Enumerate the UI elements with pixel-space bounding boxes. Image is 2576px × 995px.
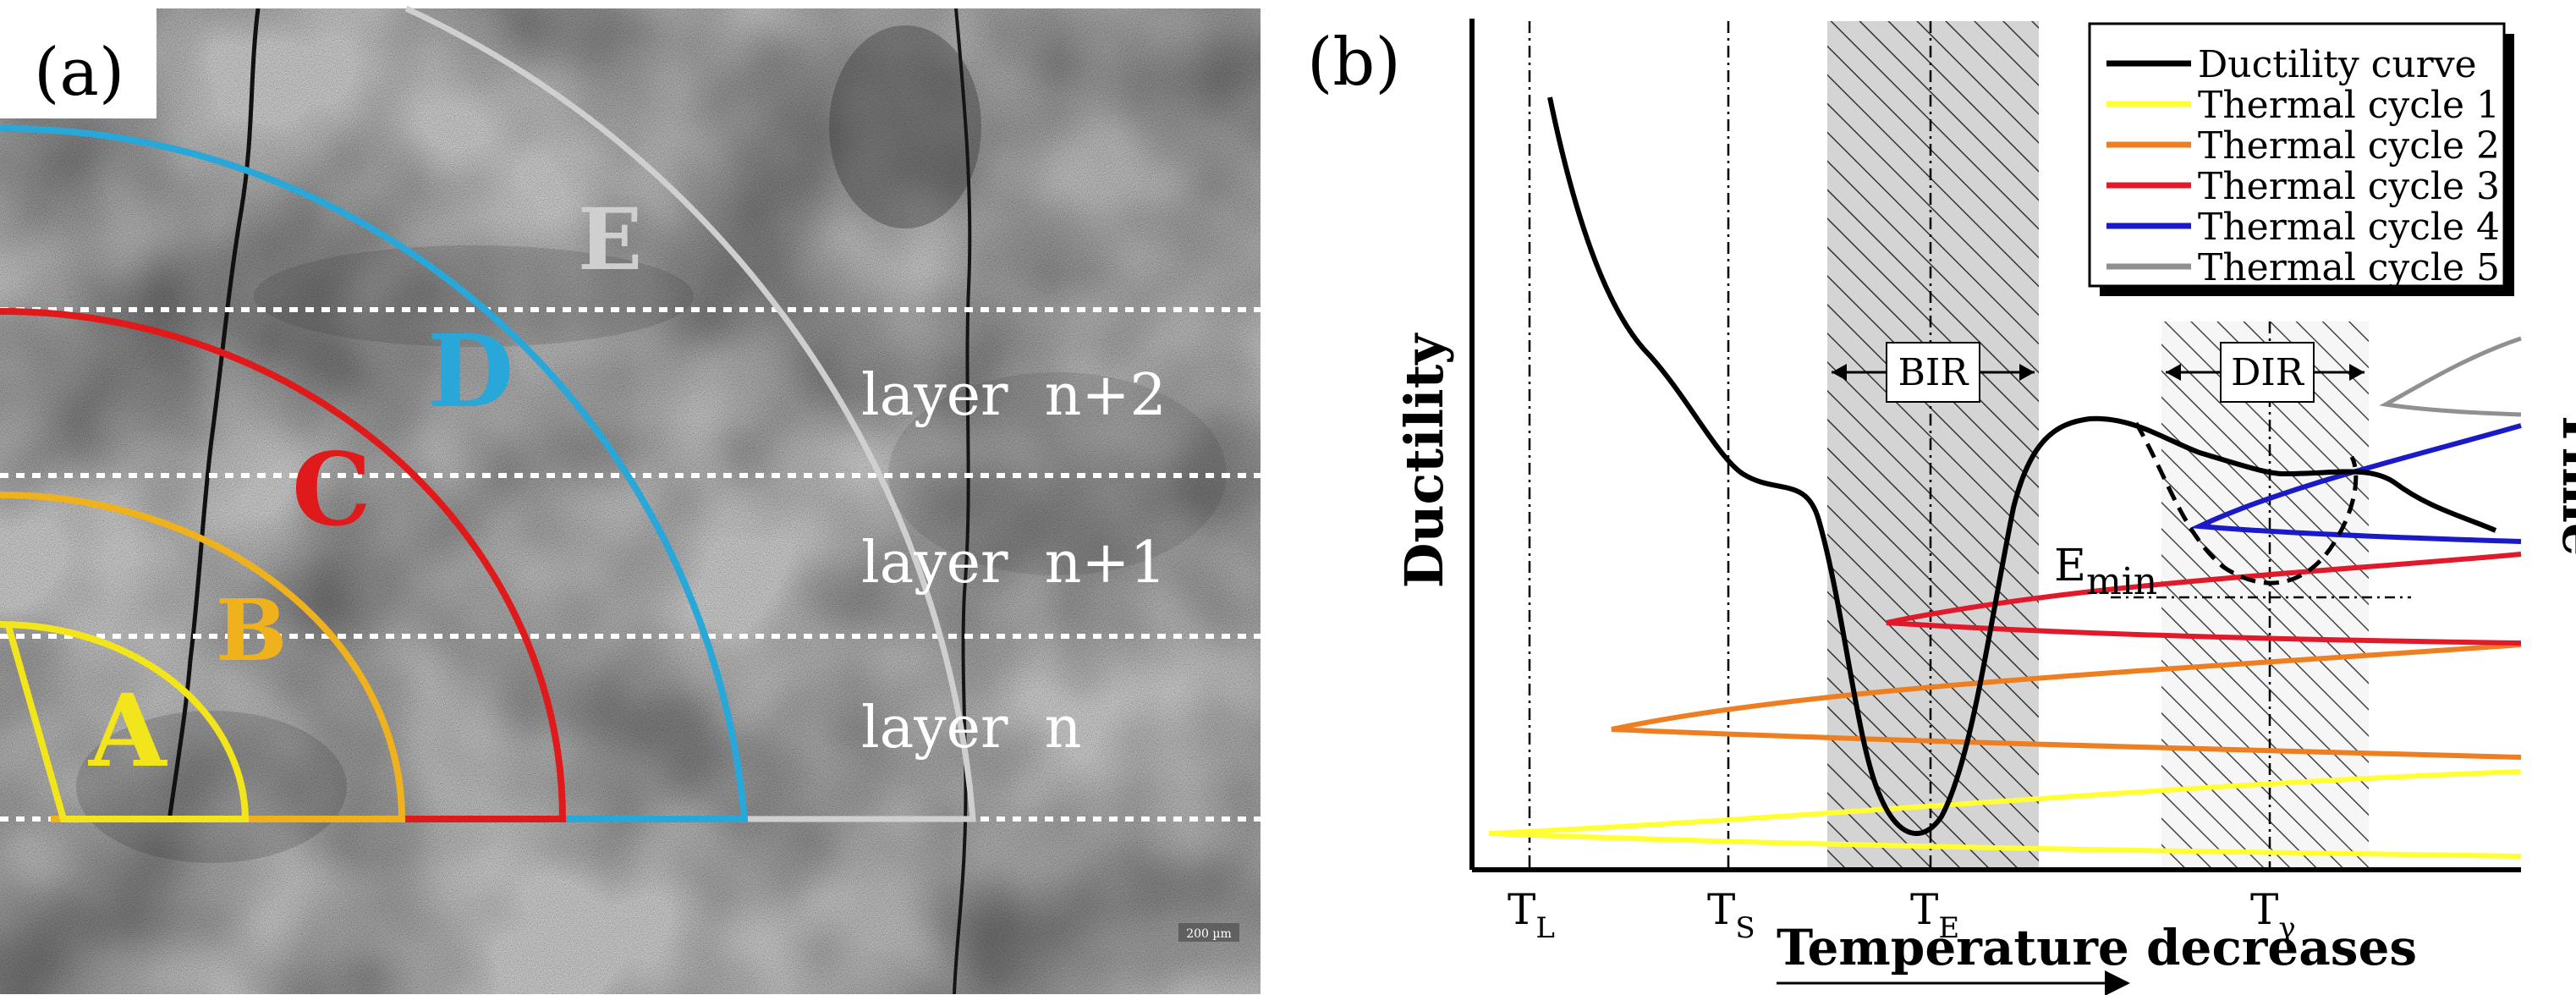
legend-box [2088, 22, 2506, 288]
tick-label-tl: TL [1508, 885, 1555, 945]
panel-b: (b) Emin [1307, 19, 2576, 995]
legend-label-6: Thermal cycle 5 [2198, 246, 2500, 289]
panel-a: (a) A B C D E layer n+2 layer n+1 layer … [0, 0, 1261, 994]
emin-label: Emin [2054, 541, 2157, 603]
tick-label-ts: TS [1707, 885, 1755, 945]
thermal-cycle-4-curve [2189, 423, 2522, 544]
dir-box [2220, 342, 2315, 403]
temperature-marker-lines [1528, 21, 2271, 870]
y-axis-label: Ductility [1393, 333, 1455, 589]
panel-a-label-bg [0, 0, 157, 118]
legend-label-2: Thermal cycle 1 [2198, 84, 2500, 127]
region-a-label: A [88, 672, 168, 789]
tick-ts-main: T [1707, 885, 1735, 934]
panel-a-label: (a) [34, 35, 124, 111]
layer-label-n: layer n [861, 695, 1081, 761]
layer-label-n-plus-1: layer n+1 [861, 530, 1167, 596]
tick-label-tg: Tγ [2250, 885, 2296, 945]
scale-bar-label: 200 µm [1186, 927, 1232, 941]
bir-box [1886, 342, 1980, 403]
legend-label-4: Thermal cycle 3 [2198, 165, 2500, 208]
crack-right [953, 8, 972, 994]
layer-label-n-plus-2: layer n+2 [861, 362, 1167, 429]
legend-label-5: Thermal cycle 4 [2198, 206, 2500, 249]
scale-bar: 200 µm [1178, 923, 1239, 942]
region-b-label: B [216, 580, 288, 680]
tick-tl-main: T [1508, 885, 1535, 934]
dir-label: DIR [2231, 351, 2305, 394]
bir-label: BIR [1898, 351, 1970, 394]
thermal-cycle-1-curve [1488, 769, 2522, 859]
emin-sub: min [2086, 560, 2157, 603]
region-a-boundary [0, 621, 250, 822]
region-b-boundary [0, 492, 406, 822]
dir-annotation: DIR [2166, 342, 2365, 403]
region-c-label: C [292, 431, 371, 548]
bir-annotation: BIR [1832, 342, 2035, 403]
region-d-boundary [0, 124, 749, 822]
emin-main: E [2054, 541, 2086, 591]
tick-label-te: TE [1910, 885, 1959, 945]
micrograph-image [0, 8, 1261, 994]
panel-b-label: (b) [1307, 25, 1401, 101]
tick-te-sub: E [1938, 911, 1959, 945]
tick-tg-main: T [2250, 885, 2278, 934]
legend-label-1: Ductility curve [2198, 43, 2477, 86]
thermal-cycle-5-curve [2379, 336, 2522, 417]
region-d-label: D [427, 312, 514, 430]
time-axis-label: Time [2551, 409, 2576, 557]
legend-label-3: Thermal cycle 2 [2198, 124, 2500, 168]
x-axis-label: Temperature decreases [1777, 919, 2417, 976]
region-c-boundary [0, 308, 567, 822]
region-e-label: E [578, 190, 642, 289]
dir-dashed-outline [2134, 421, 2359, 585]
tick-te-main: T [1910, 885, 1938, 934]
thermal-cycle-3-curve [1886, 552, 2522, 646]
thermal-cycle-2-curve [1611, 642, 2522, 760]
tick-tg-sub: γ [2278, 911, 2295, 945]
tick-tl-sub: L [1535, 911, 1555, 945]
region-e-boundary [51, 5, 976, 822]
ductility-curve [1547, 96, 2497, 837]
tick-ts-sub: S [1735, 911, 1755, 945]
